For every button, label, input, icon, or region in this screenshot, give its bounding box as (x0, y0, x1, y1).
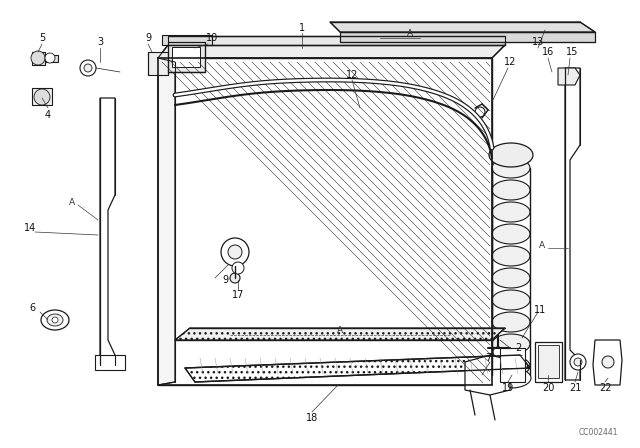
Polygon shape (535, 342, 562, 382)
Text: 6: 6 (29, 303, 35, 313)
Text: 3: 3 (97, 37, 103, 47)
Text: 20: 20 (542, 383, 554, 393)
Ellipse shape (492, 290, 530, 310)
Ellipse shape (602, 356, 614, 368)
Bar (172, 47, 200, 67)
Ellipse shape (574, 358, 582, 366)
Ellipse shape (45, 53, 55, 63)
Text: A: A (69, 198, 75, 207)
Polygon shape (500, 348, 525, 382)
Text: 16: 16 (542, 47, 554, 57)
Polygon shape (32, 88, 52, 105)
Text: 1: 1 (299, 23, 305, 33)
Ellipse shape (492, 356, 530, 376)
Polygon shape (565, 68, 580, 380)
Text: 17: 17 (232, 290, 244, 300)
Ellipse shape (475, 107, 485, 117)
Polygon shape (95, 355, 125, 370)
Text: 9: 9 (145, 33, 151, 43)
Text: A: A (539, 241, 545, 250)
Polygon shape (168, 42, 205, 72)
Polygon shape (45, 55, 58, 62)
Text: 22: 22 (599, 383, 611, 393)
Text: CC002441: CC002441 (579, 427, 618, 436)
Ellipse shape (84, 64, 92, 72)
Polygon shape (185, 355, 530, 382)
Polygon shape (158, 58, 175, 385)
Polygon shape (465, 355, 510, 395)
Text: 18: 18 (306, 413, 318, 423)
Ellipse shape (41, 310, 69, 330)
Ellipse shape (228, 245, 242, 259)
Text: 15: 15 (566, 47, 578, 57)
Ellipse shape (31, 51, 45, 65)
Polygon shape (100, 98, 115, 365)
Text: 9: 9 (222, 275, 228, 285)
Text: 13: 13 (532, 37, 544, 47)
Text: 7: 7 (485, 353, 491, 363)
Ellipse shape (232, 262, 244, 274)
Polygon shape (558, 68, 580, 85)
Text: 11: 11 (534, 305, 546, 315)
Polygon shape (158, 58, 492, 385)
Ellipse shape (493, 347, 503, 357)
Ellipse shape (489, 143, 533, 167)
Text: 12: 12 (346, 70, 358, 80)
Bar (538, 345, 559, 378)
Ellipse shape (492, 268, 530, 288)
Ellipse shape (492, 334, 530, 354)
Polygon shape (158, 45, 505, 58)
Ellipse shape (221, 238, 249, 266)
Polygon shape (330, 22, 595, 32)
Polygon shape (593, 340, 622, 385)
Ellipse shape (80, 60, 96, 76)
Polygon shape (32, 52, 45, 65)
Text: 19: 19 (502, 383, 514, 393)
Text: 14: 14 (24, 223, 36, 233)
Ellipse shape (230, 273, 240, 283)
Ellipse shape (570, 354, 586, 370)
Ellipse shape (491, 368, 531, 388)
Text: 5: 5 (39, 33, 45, 43)
Ellipse shape (492, 158, 530, 178)
Ellipse shape (47, 314, 63, 326)
Text: 21: 21 (569, 383, 581, 393)
Ellipse shape (492, 312, 530, 332)
Polygon shape (162, 35, 212, 45)
Polygon shape (340, 32, 595, 42)
Text: 2: 2 (515, 343, 521, 353)
Polygon shape (168, 36, 505, 45)
Polygon shape (148, 52, 168, 75)
Text: 12: 12 (504, 57, 516, 67)
Polygon shape (175, 328, 505, 340)
Ellipse shape (492, 246, 530, 266)
Text: 10: 10 (206, 33, 218, 43)
Text: A: A (407, 29, 413, 38)
Text: 4: 4 (45, 110, 51, 120)
Ellipse shape (492, 202, 530, 222)
Ellipse shape (492, 180, 530, 200)
Ellipse shape (492, 224, 530, 244)
Ellipse shape (34, 89, 50, 105)
Text: A: A (337, 326, 343, 335)
Ellipse shape (52, 317, 58, 323)
